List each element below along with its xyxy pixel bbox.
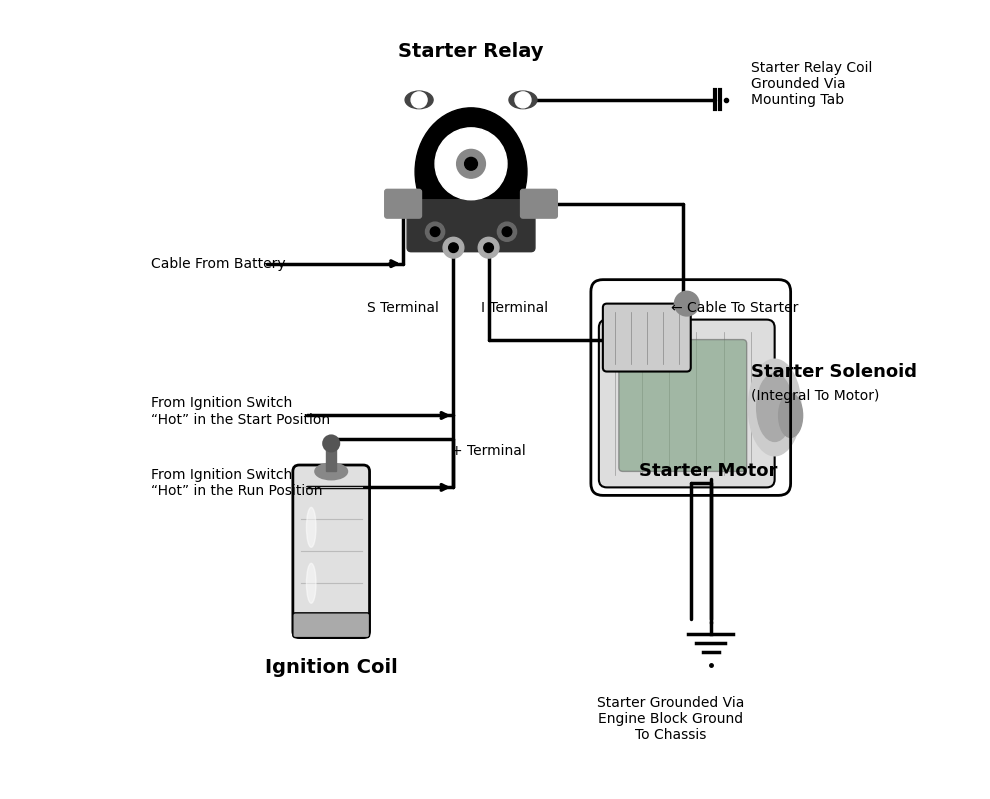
Circle shape [444,237,464,258]
Circle shape [502,227,512,237]
Circle shape [435,128,507,200]
Circle shape [456,149,485,178]
FancyBboxPatch shape [603,304,691,372]
Circle shape [426,222,445,241]
Text: ← Cable To Starter: ← Cable To Starter [671,300,798,315]
Text: From Ignition Switch
“Hot” in the Start Position: From Ignition Switch “Hot” in the Start … [151,396,331,427]
Ellipse shape [748,360,801,455]
Text: Starter Relay: Starter Relay [398,42,544,62]
FancyBboxPatch shape [599,320,774,487]
Ellipse shape [415,108,527,236]
Ellipse shape [307,507,316,547]
Text: Starter Relay Coil
Grounded Via
Mounting Tab: Starter Relay Coil Grounded Via Mounting… [750,61,872,107]
Circle shape [411,92,427,108]
Ellipse shape [756,374,793,441]
Circle shape [431,227,440,237]
FancyBboxPatch shape [293,613,369,638]
FancyBboxPatch shape [385,189,422,218]
Circle shape [515,92,531,108]
Text: From Ignition Switch
“Hot” in the Run Position: From Ignition Switch “Hot” in the Run Po… [151,468,323,499]
Text: Cable From Battery: Cable From Battery [151,256,286,271]
FancyBboxPatch shape [521,189,557,218]
Circle shape [675,292,699,316]
Ellipse shape [779,393,803,438]
Ellipse shape [315,463,347,479]
Text: Starter Motor: Starter Motor [639,463,777,480]
Text: S Terminal: S Terminal [367,300,439,315]
Ellipse shape [405,91,433,109]
FancyBboxPatch shape [619,340,746,471]
Circle shape [497,222,517,241]
Text: + Terminal: + Terminal [451,444,526,459]
Ellipse shape [509,91,537,109]
Circle shape [478,237,499,258]
Text: Ignition Coil: Ignition Coil [265,658,398,677]
Bar [327,447,336,471]
FancyBboxPatch shape [407,200,535,252]
Text: Starter Solenoid: Starter Solenoid [750,363,917,380]
Ellipse shape [307,563,316,603]
FancyBboxPatch shape [293,465,369,638]
Text: I Terminal: I Terminal [481,300,548,315]
Circle shape [448,243,458,252]
Circle shape [484,243,493,252]
Text: (Integral To Motor): (Integral To Motor) [750,388,879,403]
Text: Starter Grounded Via
Engine Block Ground
To Chassis: Starter Grounded Via Engine Block Ground… [597,696,744,742]
Circle shape [464,157,477,170]
Circle shape [323,435,340,451]
